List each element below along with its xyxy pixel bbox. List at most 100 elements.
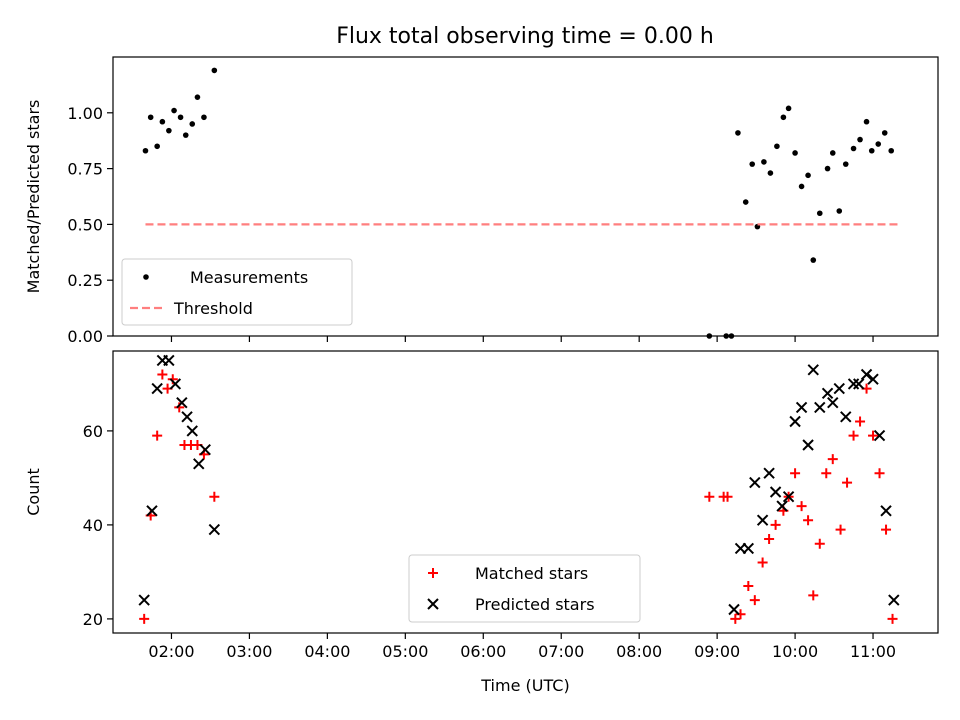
legend-plus-swatch bbox=[428, 568, 438, 578]
data-point bbox=[157, 369, 168, 380]
data-point bbox=[209, 491, 220, 502]
data-point bbox=[827, 454, 838, 465]
x-tick-label: 03:00 bbox=[226, 642, 272, 661]
data-point bbox=[821, 387, 834, 400]
data-point bbox=[177, 114, 184, 121]
data-point bbox=[756, 514, 769, 526]
data-point bbox=[743, 581, 754, 591]
data-point bbox=[808, 590, 819, 601]
data-point bbox=[749, 476, 761, 489]
data-point bbox=[186, 425, 198, 437]
data-point bbox=[146, 505, 158, 517]
data-point bbox=[855, 416, 866, 427]
data-point bbox=[840, 411, 852, 423]
y-tick-label: 0.25 bbox=[67, 271, 103, 290]
data-point bbox=[810, 257, 817, 263]
legend-dot-swatch bbox=[143, 274, 149, 280]
data-point bbox=[853, 378, 865, 390]
data-point bbox=[792, 150, 798, 156]
data-point bbox=[199, 443, 211, 456]
legend: Measurements Threshold bbox=[121, 258, 353, 326]
legend-label: Measurements bbox=[190, 268, 308, 287]
legend-label: Threshold bbox=[173, 299, 253, 318]
y-tick-label: 0.50 bbox=[67, 215, 103, 234]
y-axis-label: Matched/Predicted stars bbox=[24, 100, 43, 294]
legend-label: Matched stars bbox=[475, 564, 588, 583]
data-point bbox=[774, 143, 780, 150]
data-point bbox=[814, 538, 825, 549]
series-matched-stars bbox=[139, 369, 898, 624]
data-point bbox=[863, 118, 870, 125]
data-point bbox=[728, 603, 740, 616]
data-point bbox=[735, 609, 746, 620]
y-tick-label: 1.00 bbox=[67, 104, 103, 123]
data-point bbox=[159, 118, 166, 125]
data-point bbox=[176, 396, 188, 409]
x-tick-label: 02:00 bbox=[148, 642, 194, 661]
x-tick-label: 04:00 bbox=[304, 642, 350, 661]
data-point bbox=[807, 364, 819, 376]
data-point bbox=[850, 145, 857, 152]
data-point bbox=[776, 500, 788, 512]
plot-frame bbox=[112, 350, 939, 634]
data-point bbox=[835, 524, 846, 535]
data-point bbox=[857, 136, 863, 143]
data-point bbox=[761, 159, 767, 165]
data-point bbox=[181, 411, 193, 423]
data-point bbox=[706, 333, 713, 339]
data-point bbox=[139, 613, 150, 624]
data-point bbox=[827, 396, 839, 409]
data-point bbox=[138, 594, 150, 606]
data-point bbox=[848, 430, 859, 441]
legend-label: Predicted stars bbox=[475, 595, 595, 614]
data-point bbox=[147, 114, 154, 121]
data-point bbox=[194, 94, 201, 100]
data-point bbox=[802, 439, 814, 451]
data-point bbox=[169, 378, 182, 390]
data-point bbox=[769, 486, 782, 498]
data-point bbox=[873, 429, 886, 442]
data-point bbox=[182, 132, 189, 138]
data-point bbox=[887, 613, 898, 624]
plot-frame bbox=[112, 56, 939, 337]
data-point bbox=[728, 333, 735, 339]
data-point bbox=[742, 199, 749, 205]
data-point bbox=[824, 165, 831, 172]
data-point bbox=[730, 613, 741, 624]
data-point bbox=[151, 382, 163, 395]
data-point bbox=[867, 373, 879, 385]
data-point bbox=[836, 208, 843, 214]
legend-box bbox=[408, 554, 641, 623]
data-point bbox=[211, 67, 218, 74]
data-point bbox=[763, 467, 775, 479]
data-point bbox=[757, 557, 768, 568]
data-point bbox=[722, 491, 733, 502]
x-tick-label: 09:00 bbox=[694, 642, 740, 661]
y-tick-label: 0.75 bbox=[67, 160, 103, 179]
data-point bbox=[881, 524, 892, 535]
data-point bbox=[842, 161, 849, 167]
data-point bbox=[723, 333, 730, 339]
x-tick-label: 05:00 bbox=[382, 642, 428, 661]
data-point bbox=[749, 161, 756, 167]
data-point bbox=[152, 430, 163, 441]
data-point bbox=[842, 477, 853, 488]
data-point bbox=[789, 415, 801, 428]
data-point bbox=[171, 107, 177, 114]
data-point bbox=[798, 183, 805, 190]
data-point bbox=[166, 127, 172, 134]
data-point bbox=[805, 172, 811, 179]
y-tick-label: 60 bbox=[83, 422, 103, 441]
data-point bbox=[860, 368, 873, 381]
data-point bbox=[163, 354, 175, 367]
data-point bbox=[814, 401, 826, 414]
data-point bbox=[764, 534, 775, 544]
data-point bbox=[767, 170, 774, 176]
y-tick-label: 20 bbox=[83, 610, 103, 629]
data-point bbox=[847, 378, 860, 390]
data-point bbox=[201, 114, 207, 121]
data-point bbox=[770, 519, 781, 530]
ratio-panel: 0.00 0.25 0.50 0.75 1.00 Matched/Predicted st… bbox=[24, 56, 939, 346]
legend-x-swatch bbox=[427, 598, 439, 610]
